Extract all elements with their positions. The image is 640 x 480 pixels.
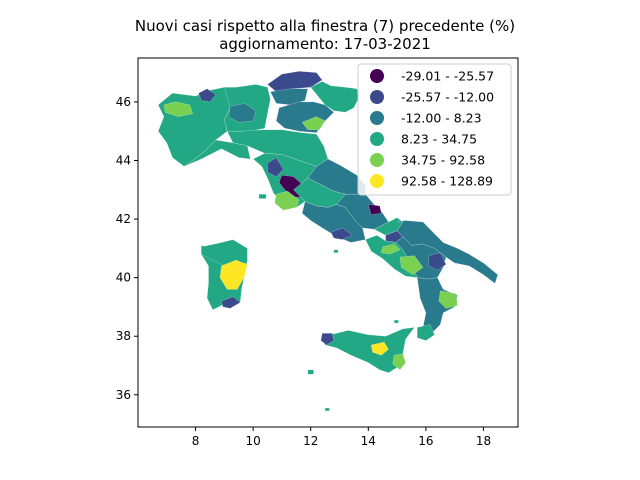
y-tick-label-0: 36: [116, 388, 131, 402]
region-25: [381, 243, 401, 255]
region-11: [183, 139, 251, 167]
region-4: [228, 103, 257, 123]
region-40: [392, 353, 406, 371]
x-tick-label-3: 14: [361, 434, 376, 448]
chart-title: Nuovi casi rispetto alla finestra (7) pr…: [135, 17, 515, 35]
region-18: [301, 201, 366, 243]
legend-marker-1: [370, 90, 384, 104]
y-tick-label-1: 38: [116, 329, 131, 343]
legend-label-3: 8.23 - 34.75: [401, 132, 477, 147]
region-38: [320, 333, 335, 346]
legend-marker-2: [370, 111, 384, 125]
region-0: [157, 87, 234, 167]
legend-box: [357, 63, 512, 196]
region-36: [221, 296, 241, 309]
region-layer: [157, 70, 499, 412]
legend: -29.01 - -25.57 -25.57 - -12.00 -12.00 - 8…: [357, 63, 512, 196]
x-tick-label-5: 18: [476, 434, 491, 448]
region-44: [394, 319, 399, 324]
legend-label-0: -29.01 - -25.57: [401, 69, 494, 84]
axis-ticks: 8 10 12 14 16 18 36 38 40 42 44 46: [116, 95, 491, 448]
y-tick-label-5: 46: [116, 95, 131, 109]
region-20: [368, 204, 382, 215]
legend-label-1: -25.57 - -12.00: [401, 90, 494, 105]
x-tick-label-2: 12: [303, 434, 318, 448]
legend-marker-0: [370, 69, 384, 83]
region-9: [301, 116, 326, 131]
region-39: [370, 341, 389, 356]
region-2: [198, 88, 216, 103]
region-1: [163, 101, 193, 117]
x-tick-label-4: 16: [418, 434, 433, 448]
region-45: [324, 407, 330, 412]
region-29: [428, 252, 447, 271]
x-tick-label-0: 8: [192, 434, 200, 448]
region-42: [333, 249, 339, 253]
region-6: [270, 88, 309, 106]
y-tick-label-3: 42: [116, 212, 131, 226]
region-32: [417, 324, 435, 341]
region-23: [330, 227, 353, 240]
y-tick-label-2: 40: [116, 271, 131, 285]
y-tick-label-4: 44: [116, 154, 131, 168]
legend-label-5: 92.58 - 128.89: [401, 174, 493, 189]
region-8: [275, 101, 335, 133]
legend-marker-4: [370, 153, 384, 167]
region-28: [399, 255, 424, 275]
x-tick-label-1: 10: [246, 434, 261, 448]
legend-label-2: -12.00 - 8.23: [401, 111, 482, 126]
region-31: [438, 290, 458, 309]
region-15: [274, 190, 300, 211]
region-41: [258, 193, 267, 199]
region-43: [307, 369, 314, 375]
region-13: [267, 157, 284, 177]
legend-marker-3: [370, 132, 384, 146]
plot-frame: [137, 57, 519, 428]
legend-marker-5: [370, 174, 384, 188]
legend-label-4: 34.75 - 92.58: [401, 153, 485, 168]
region-35: [219, 259, 248, 290]
chart-subtitle: aggiornamento: 17-03-2021: [219, 35, 431, 53]
